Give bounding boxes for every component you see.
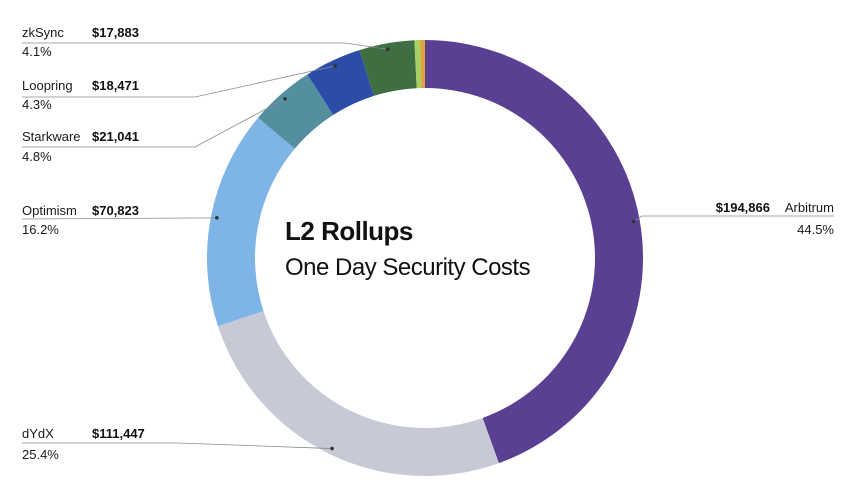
slice-arbitrum	[425, 40, 643, 464]
slice-loopring	[307, 50, 374, 115]
label-value-arbitrum: $194,866	[716, 200, 770, 215]
label-percent-optimism: 16.2%	[22, 222, 59, 237]
label-name-loopring: Loopring	[22, 78, 73, 93]
label-value-starkware: $21,041	[92, 129, 139, 144]
label-name-arbitrum: Arbitrum	[785, 200, 834, 215]
slice-optimism	[207, 117, 295, 327]
label-percent-loopring: 4.3%	[22, 97, 52, 112]
leader-arbitrum	[633, 215, 834, 222]
label-value-dydx: $111,447	[92, 426, 145, 441]
chart-title: L2 Rollups	[285, 216, 413, 246]
slice-other-7	[420, 40, 425, 89]
slices-group	[207, 40, 643, 476]
slice-other-6	[414, 40, 422, 89]
chart-subtitle: One Day Security Costs	[285, 254, 531, 281]
label-percent-dydx: 25.4%	[22, 447, 59, 462]
leader-dot-dydx	[330, 446, 334, 451]
slice-starkware	[258, 74, 334, 149]
leader-dot-zksync	[385, 47, 390, 52]
label-percent-zksync: 4.1%	[22, 44, 52, 59]
label-name-zksync: zkSync	[22, 25, 64, 40]
leader-dot-arbitrum	[632, 219, 636, 224]
label-name-dydx: dYdX	[22, 426, 54, 441]
leader-dot-optimism	[215, 216, 219, 220]
label-name-starkware: Starkware	[22, 129, 81, 144]
leader-zksync	[22, 42, 388, 50]
label-percent-arbitrum: 44.5%	[797, 222, 834, 237]
label-value-loopring: $18,471	[92, 78, 139, 93]
label-value-zksync: $17,883	[92, 25, 139, 40]
slice-dydx	[217, 311, 499, 476]
leader-dydx	[22, 442, 333, 449]
leader-dot-loopring	[333, 64, 337, 68]
label-name-optimism: Optimism	[22, 203, 77, 218]
slice-zksync	[359, 40, 417, 96]
label-percent-starkware: 4.8%	[22, 149, 52, 164]
leader-loopring	[22, 65, 336, 98]
label-value-optimism: $70,823	[92, 203, 139, 218]
labels-group: Arbitrum $194,866 44.5% dYdX $111,447 25.4% Op…	[22, 25, 834, 462]
leader-dot-starkware	[283, 97, 287, 101]
leader-starkware	[22, 98, 286, 148]
leaders-group	[21, 42, 834, 451]
leader-optimism	[21, 217, 217, 220]
